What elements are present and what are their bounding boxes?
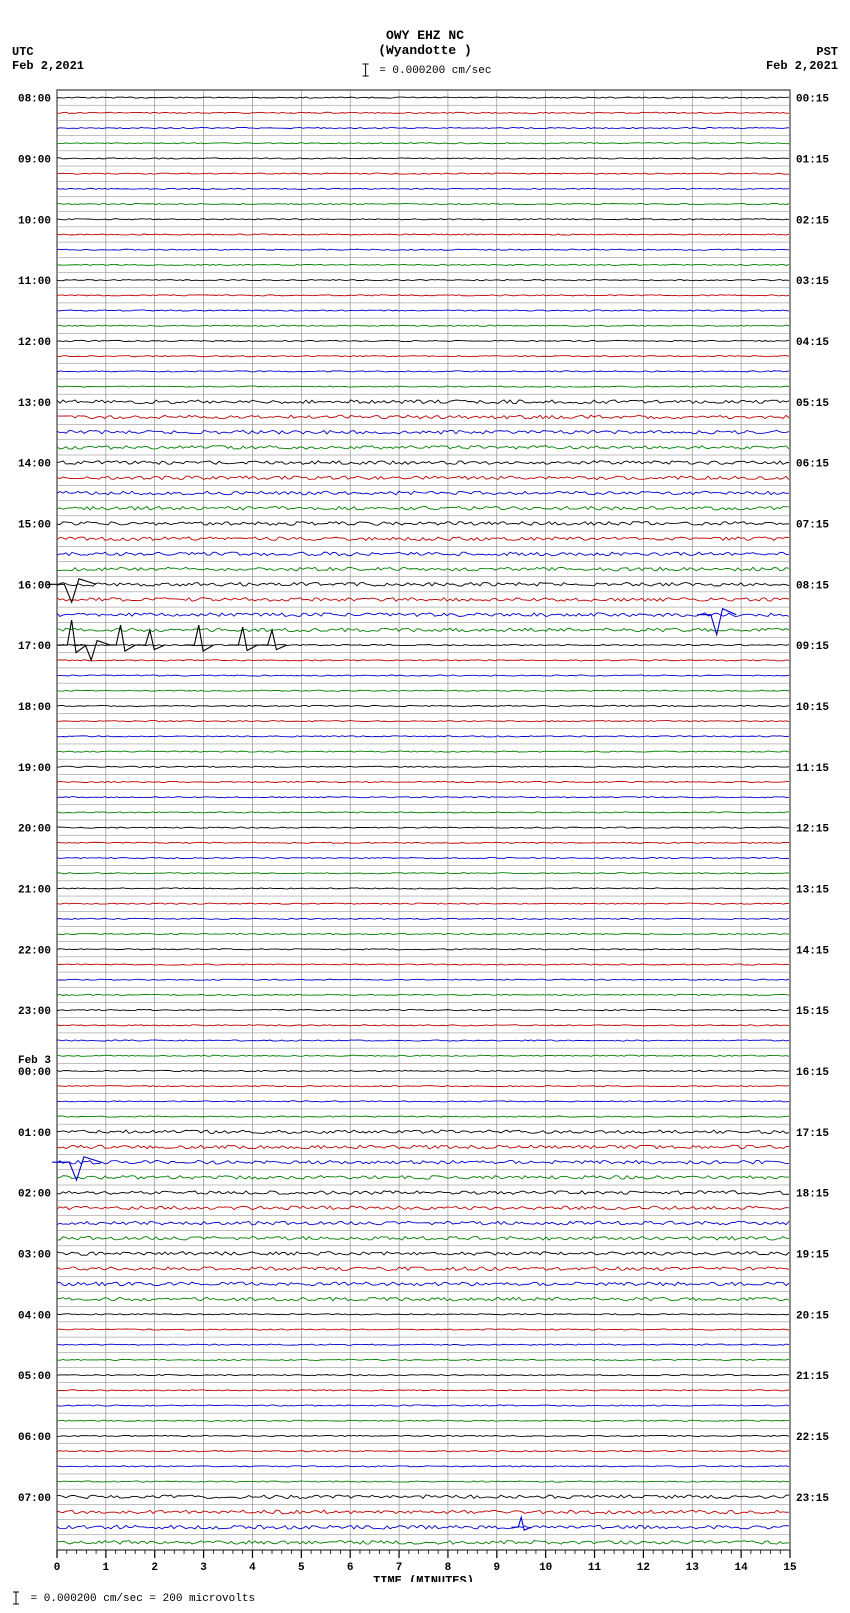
svg-text:21:15: 21:15 bbox=[796, 1371, 829, 1383]
svg-text:03:15: 03:15 bbox=[796, 276, 829, 288]
svg-text:12:15: 12:15 bbox=[796, 824, 829, 836]
svg-text:18:15: 18:15 bbox=[796, 1189, 829, 1201]
svg-text:08:00: 08:00 bbox=[18, 94, 51, 106]
svg-text:22:15: 22:15 bbox=[796, 1432, 829, 1444]
svg-text:15: 15 bbox=[783, 1562, 797, 1574]
svg-text:20:00: 20:00 bbox=[18, 824, 51, 836]
svg-text:13:00: 13:00 bbox=[18, 398, 51, 410]
svg-text:02:00: 02:00 bbox=[18, 1189, 51, 1201]
svg-text:09:15: 09:15 bbox=[796, 641, 829, 653]
svg-text:14: 14 bbox=[735, 1562, 749, 1574]
svg-text:19:15: 19:15 bbox=[796, 1249, 829, 1261]
svg-text:6: 6 bbox=[347, 1562, 354, 1574]
station-id: OWY EHZ NC bbox=[0, 28, 850, 43]
svg-text:11:15: 11:15 bbox=[796, 763, 829, 775]
svg-text:21:00: 21:00 bbox=[18, 884, 51, 896]
svg-text:1: 1 bbox=[103, 1562, 110, 1574]
svg-text:23:00: 23:00 bbox=[18, 1006, 51, 1018]
svg-text:9: 9 bbox=[493, 1562, 500, 1574]
svg-text:20:15: 20:15 bbox=[796, 1310, 829, 1322]
svg-text:10:15: 10:15 bbox=[796, 702, 829, 714]
svg-text:02:15: 02:15 bbox=[796, 215, 829, 227]
svg-text:11: 11 bbox=[588, 1562, 602, 1574]
svg-text:10:00: 10:00 bbox=[18, 215, 51, 227]
svg-text:04:15: 04:15 bbox=[796, 337, 829, 349]
svg-text:16:15: 16:15 bbox=[796, 1067, 829, 1079]
svg-text:12:00: 12:00 bbox=[18, 337, 51, 349]
svg-text:08:15: 08:15 bbox=[796, 580, 829, 592]
svg-text:07:00: 07:00 bbox=[18, 1493, 51, 1505]
top-right-tzdate: PST Feb 2,2021 bbox=[766, 45, 838, 73]
svg-text:0: 0 bbox=[54, 1562, 61, 1574]
seismogram-plot: 0123456789101112131415TIME (MINUTES)08:0… bbox=[0, 82, 850, 1582]
svg-text:17:00: 17:00 bbox=[18, 641, 51, 653]
svg-text:07:15: 07:15 bbox=[796, 519, 829, 531]
svg-text:05:15: 05:15 bbox=[796, 398, 829, 410]
svg-text:10: 10 bbox=[539, 1562, 552, 1574]
scale-note: = 0.000200 cm/sec bbox=[359, 62, 492, 78]
svg-text:8: 8 bbox=[445, 1562, 452, 1574]
svg-text:06:00: 06:00 bbox=[18, 1432, 51, 1444]
svg-text:14:00: 14:00 bbox=[18, 459, 51, 471]
svg-text:00:15: 00:15 bbox=[796, 94, 829, 106]
svg-text:12: 12 bbox=[637, 1562, 650, 1574]
svg-text:00:00: 00:00 bbox=[18, 1067, 51, 1079]
svg-text:4: 4 bbox=[249, 1562, 256, 1574]
svg-text:TIME (MINUTES): TIME (MINUTES) bbox=[373, 1574, 474, 1582]
svg-text:16:00: 16:00 bbox=[18, 580, 51, 592]
svg-text:7: 7 bbox=[396, 1562, 403, 1574]
svg-text:13: 13 bbox=[686, 1562, 700, 1574]
svg-text:15:15: 15:15 bbox=[796, 1006, 829, 1018]
svg-text:5: 5 bbox=[298, 1562, 305, 1574]
svg-text:2: 2 bbox=[151, 1562, 158, 1574]
svg-text:06:15: 06:15 bbox=[796, 459, 829, 471]
svg-text:04:00: 04:00 bbox=[18, 1310, 51, 1322]
svg-text:3: 3 bbox=[200, 1562, 207, 1574]
svg-text:22:00: 22:00 bbox=[18, 945, 51, 957]
chart-header: OWY EHZ NC (Wyandotte ) bbox=[0, 28, 850, 58]
footer-scale: = 0.000200 cm/sec = 200 microvolts bbox=[8, 1591, 255, 1605]
top-left-tzdate: UTC Feb 2,2021 bbox=[12, 45, 84, 73]
station-location: (Wyandotte ) bbox=[0, 43, 850, 58]
svg-text:23:15: 23:15 bbox=[796, 1493, 829, 1505]
svg-text:01:00: 01:00 bbox=[18, 1128, 51, 1140]
svg-text:13:15: 13:15 bbox=[796, 884, 829, 896]
svg-text:05:00: 05:00 bbox=[18, 1371, 51, 1383]
svg-text:18:00: 18:00 bbox=[18, 702, 51, 714]
svg-text:01:15: 01:15 bbox=[796, 154, 829, 166]
svg-text:09:00: 09:00 bbox=[18, 154, 51, 166]
svg-text:19:00: 19:00 bbox=[18, 763, 51, 775]
svg-text:17:15: 17:15 bbox=[796, 1128, 829, 1140]
svg-text:03:00: 03:00 bbox=[18, 1249, 51, 1261]
svg-text:14:15: 14:15 bbox=[796, 945, 829, 957]
svg-text:11:00: 11:00 bbox=[18, 276, 51, 288]
svg-text:Feb 3: Feb 3 bbox=[18, 1055, 51, 1067]
svg-text:15:00: 15:00 bbox=[18, 519, 51, 531]
